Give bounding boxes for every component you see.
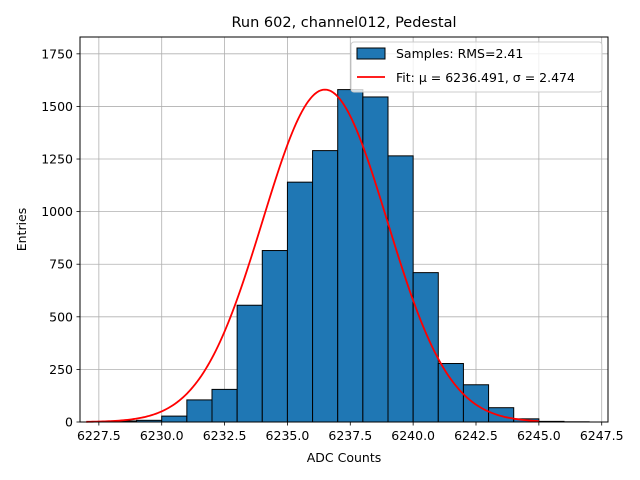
y-tick-label: 1250 [41,152,73,167]
histogram-bar [488,407,515,423]
histogram-bar [462,384,490,423]
histogram-bar [337,89,364,423]
x-tick-label: 6247.5 [580,428,624,443]
y-tick-label: 500 [49,309,73,324]
y-tick-label: 1000 [41,204,73,219]
fit-curve-layer [86,88,539,423]
histogram-bar [161,415,188,423]
x-tick-label: 6230.0 [140,428,184,443]
legend-histogram-swatch [356,47,386,60]
y-tick-label: 0 [65,415,73,430]
y-tick-label: 1750 [41,46,73,61]
histogram-bar [186,399,213,423]
x-axis-label: ADC Counts [307,450,382,465]
legend-fit-label: Fit: μ = 6236.491, σ = 2.474 [396,70,575,85]
histogram-bar [437,363,464,423]
y-axis-label: Entries [14,208,29,252]
histogram-bar [261,250,288,423]
histogram-bar [312,150,339,423]
histogram-bar [412,272,439,423]
legend-box [350,41,603,93]
y-axis-ticks: 0 250 500 750 1000 1250 1500 1750 [41,46,80,430]
histogram-bar [211,388,238,423]
x-tick-label: 6245.0 [517,428,561,443]
x-tick-label: 6237.5 [328,428,372,443]
legend: Samples: RMS=2.41 Fit: μ = 6236.491, σ =… [350,41,603,93]
x-tick-label: 6235.0 [266,428,310,443]
histogram-bar [362,96,389,423]
histogram-bar [286,181,314,423]
x-tick-label: 6232.5 [203,428,247,443]
legend-histogram-label: Samples: RMS=2.41 [396,46,523,61]
y-tick-label: 250 [49,362,73,377]
y-tick-label: 750 [49,257,73,272]
chart-title: Run 602, channel012, Pedestal [231,15,456,31]
histogram-bars [110,89,590,423]
x-tick-label: 6227.5 [77,428,121,443]
x-tick-label: 6242.5 [454,428,498,443]
fit-curve [86,88,539,423]
histogram-bar [236,304,263,423]
y-tick-label: 1500 [41,99,73,114]
x-tick-label: 6240.0 [391,428,435,443]
plot-frame [79,36,609,423]
x-axis-ticks: 6227.5 6230.0 6232.5 6235.0 6237.5 6240.0 6242… [77,422,624,443]
